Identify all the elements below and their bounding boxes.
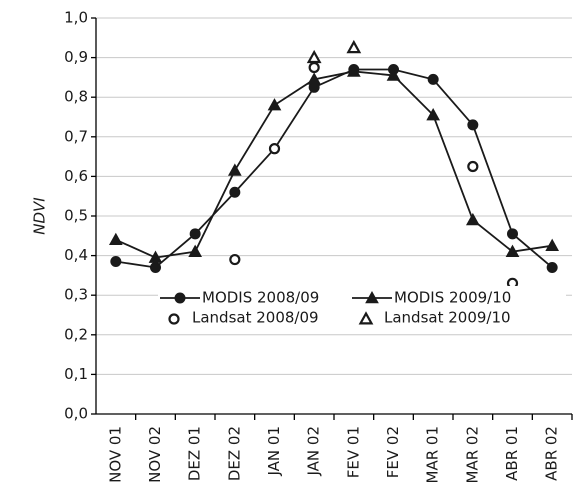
marker (467, 119, 479, 131)
marker (386, 68, 401, 81)
x-tick-label: MAR 02 (463, 426, 481, 483)
x-tick-label: DEZ 02 (225, 426, 243, 481)
marker (308, 61, 320, 74)
marker (346, 39, 362, 54)
x-tick-label: MAR 01 (424, 426, 442, 483)
y-tick-label: 0,6 (64, 167, 88, 185)
x-tick-label: JAN 01 (265, 426, 283, 477)
y-tick-label: 1,0 (64, 9, 88, 27)
legend: MODIS 2008/09 MODIS 2009/10 Landsat 2008/0… (158, 286, 566, 328)
marker (465, 212, 480, 226)
x-tick-label: DEZ 01 (186, 426, 204, 481)
marker (268, 143, 281, 155)
y-tick-label: 0,9 (64, 48, 88, 66)
marker (148, 250, 163, 263)
marker (229, 186, 241, 198)
marker (427, 73, 439, 85)
marker (507, 228, 518, 240)
marker (546, 261, 558, 273)
marker (168, 313, 180, 325)
y-tick-label: 0,0 (64, 405, 88, 423)
x-tick-label: FEV 02 (384, 426, 402, 478)
legend-label: Landsat 2009/10 (384, 309, 511, 327)
marker (545, 238, 560, 251)
marker (346, 64, 361, 77)
marker (189, 228, 201, 240)
y-tick-label: 0,1 (64, 365, 88, 383)
y-axis-label: NDVI (31, 197, 49, 235)
marker (467, 160, 479, 173)
marker (150, 261, 161, 273)
marker (188, 244, 203, 257)
y-tick-label: 0,7 (64, 127, 88, 145)
marker (110, 256, 122, 268)
marker (426, 107, 441, 121)
y-tick-label: 0,8 (64, 88, 88, 106)
legend-label: MODIS 2008/09 (202, 289, 319, 307)
x-tick-label: JAN 02 (305, 426, 323, 477)
marker (229, 253, 241, 266)
legend-label: MODIS 2009/10 (394, 289, 511, 307)
legend-label: Landsat 2008/09 (192, 309, 319, 327)
y-tick-label: 0,2 (64, 325, 88, 343)
x-tick-label: NOV 01 (106, 426, 124, 483)
series-line (115, 68, 553, 269)
marker (227, 163, 242, 176)
x-tick-label: FEV 01 (344, 426, 362, 478)
marker (267, 98, 282, 111)
marker (108, 232, 123, 246)
y-tick-label: 0,3 (64, 286, 88, 304)
marker (174, 292, 186, 304)
marker (358, 311, 374, 325)
y-tick-label: 0,4 (64, 246, 88, 264)
marker (365, 290, 379, 304)
marker (505, 244, 520, 257)
x-tick-label: ABR 02 (543, 426, 561, 481)
y-tick-label: 0,5 (64, 207, 88, 225)
marker (307, 72, 322, 85)
x-tick-label: NOV 02 (146, 426, 164, 483)
x-tick-label: ABR 01 (503, 426, 521, 481)
marker (306, 49, 322, 64)
